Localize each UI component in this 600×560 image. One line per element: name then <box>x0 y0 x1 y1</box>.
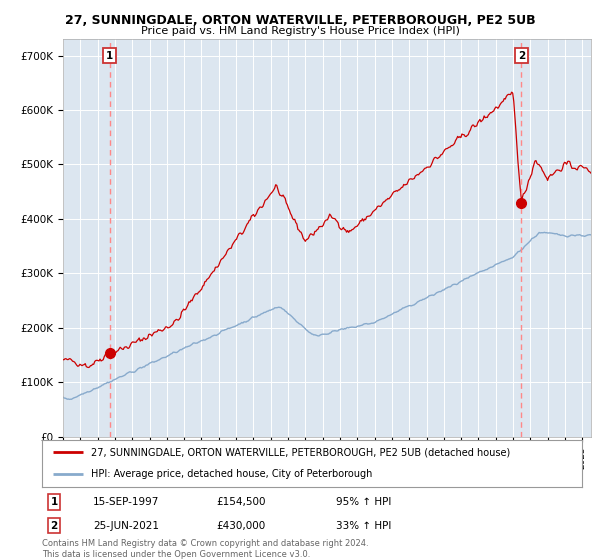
Text: 2: 2 <box>518 50 525 60</box>
Text: Contains HM Land Registry data © Crown copyright and database right 2024.
This d: Contains HM Land Registry data © Crown c… <box>42 539 368 559</box>
Text: 25-JUN-2021: 25-JUN-2021 <box>93 521 159 531</box>
Text: HPI: Average price, detached house, City of Peterborough: HPI: Average price, detached house, City… <box>91 469 372 479</box>
Text: 1: 1 <box>50 497 58 507</box>
Text: 2: 2 <box>50 521 58 531</box>
Text: 27, SUNNINGDALE, ORTON WATERVILLE, PETERBOROUGH, PE2 5UB (detached house): 27, SUNNINGDALE, ORTON WATERVILLE, PETER… <box>91 447 510 458</box>
Text: 15-SEP-1997: 15-SEP-1997 <box>93 497 160 507</box>
Text: Price paid vs. HM Land Registry's House Price Index (HPI): Price paid vs. HM Land Registry's House … <box>140 26 460 36</box>
Text: £154,500: £154,500 <box>216 497 265 507</box>
Text: 33% ↑ HPI: 33% ↑ HPI <box>336 521 391 531</box>
Text: £430,000: £430,000 <box>216 521 265 531</box>
Text: 95% ↑ HPI: 95% ↑ HPI <box>336 497 391 507</box>
Text: 1: 1 <box>106 50 113 60</box>
Text: 27, SUNNINGDALE, ORTON WATERVILLE, PETERBOROUGH, PE2 5UB: 27, SUNNINGDALE, ORTON WATERVILLE, PETER… <box>65 14 535 27</box>
